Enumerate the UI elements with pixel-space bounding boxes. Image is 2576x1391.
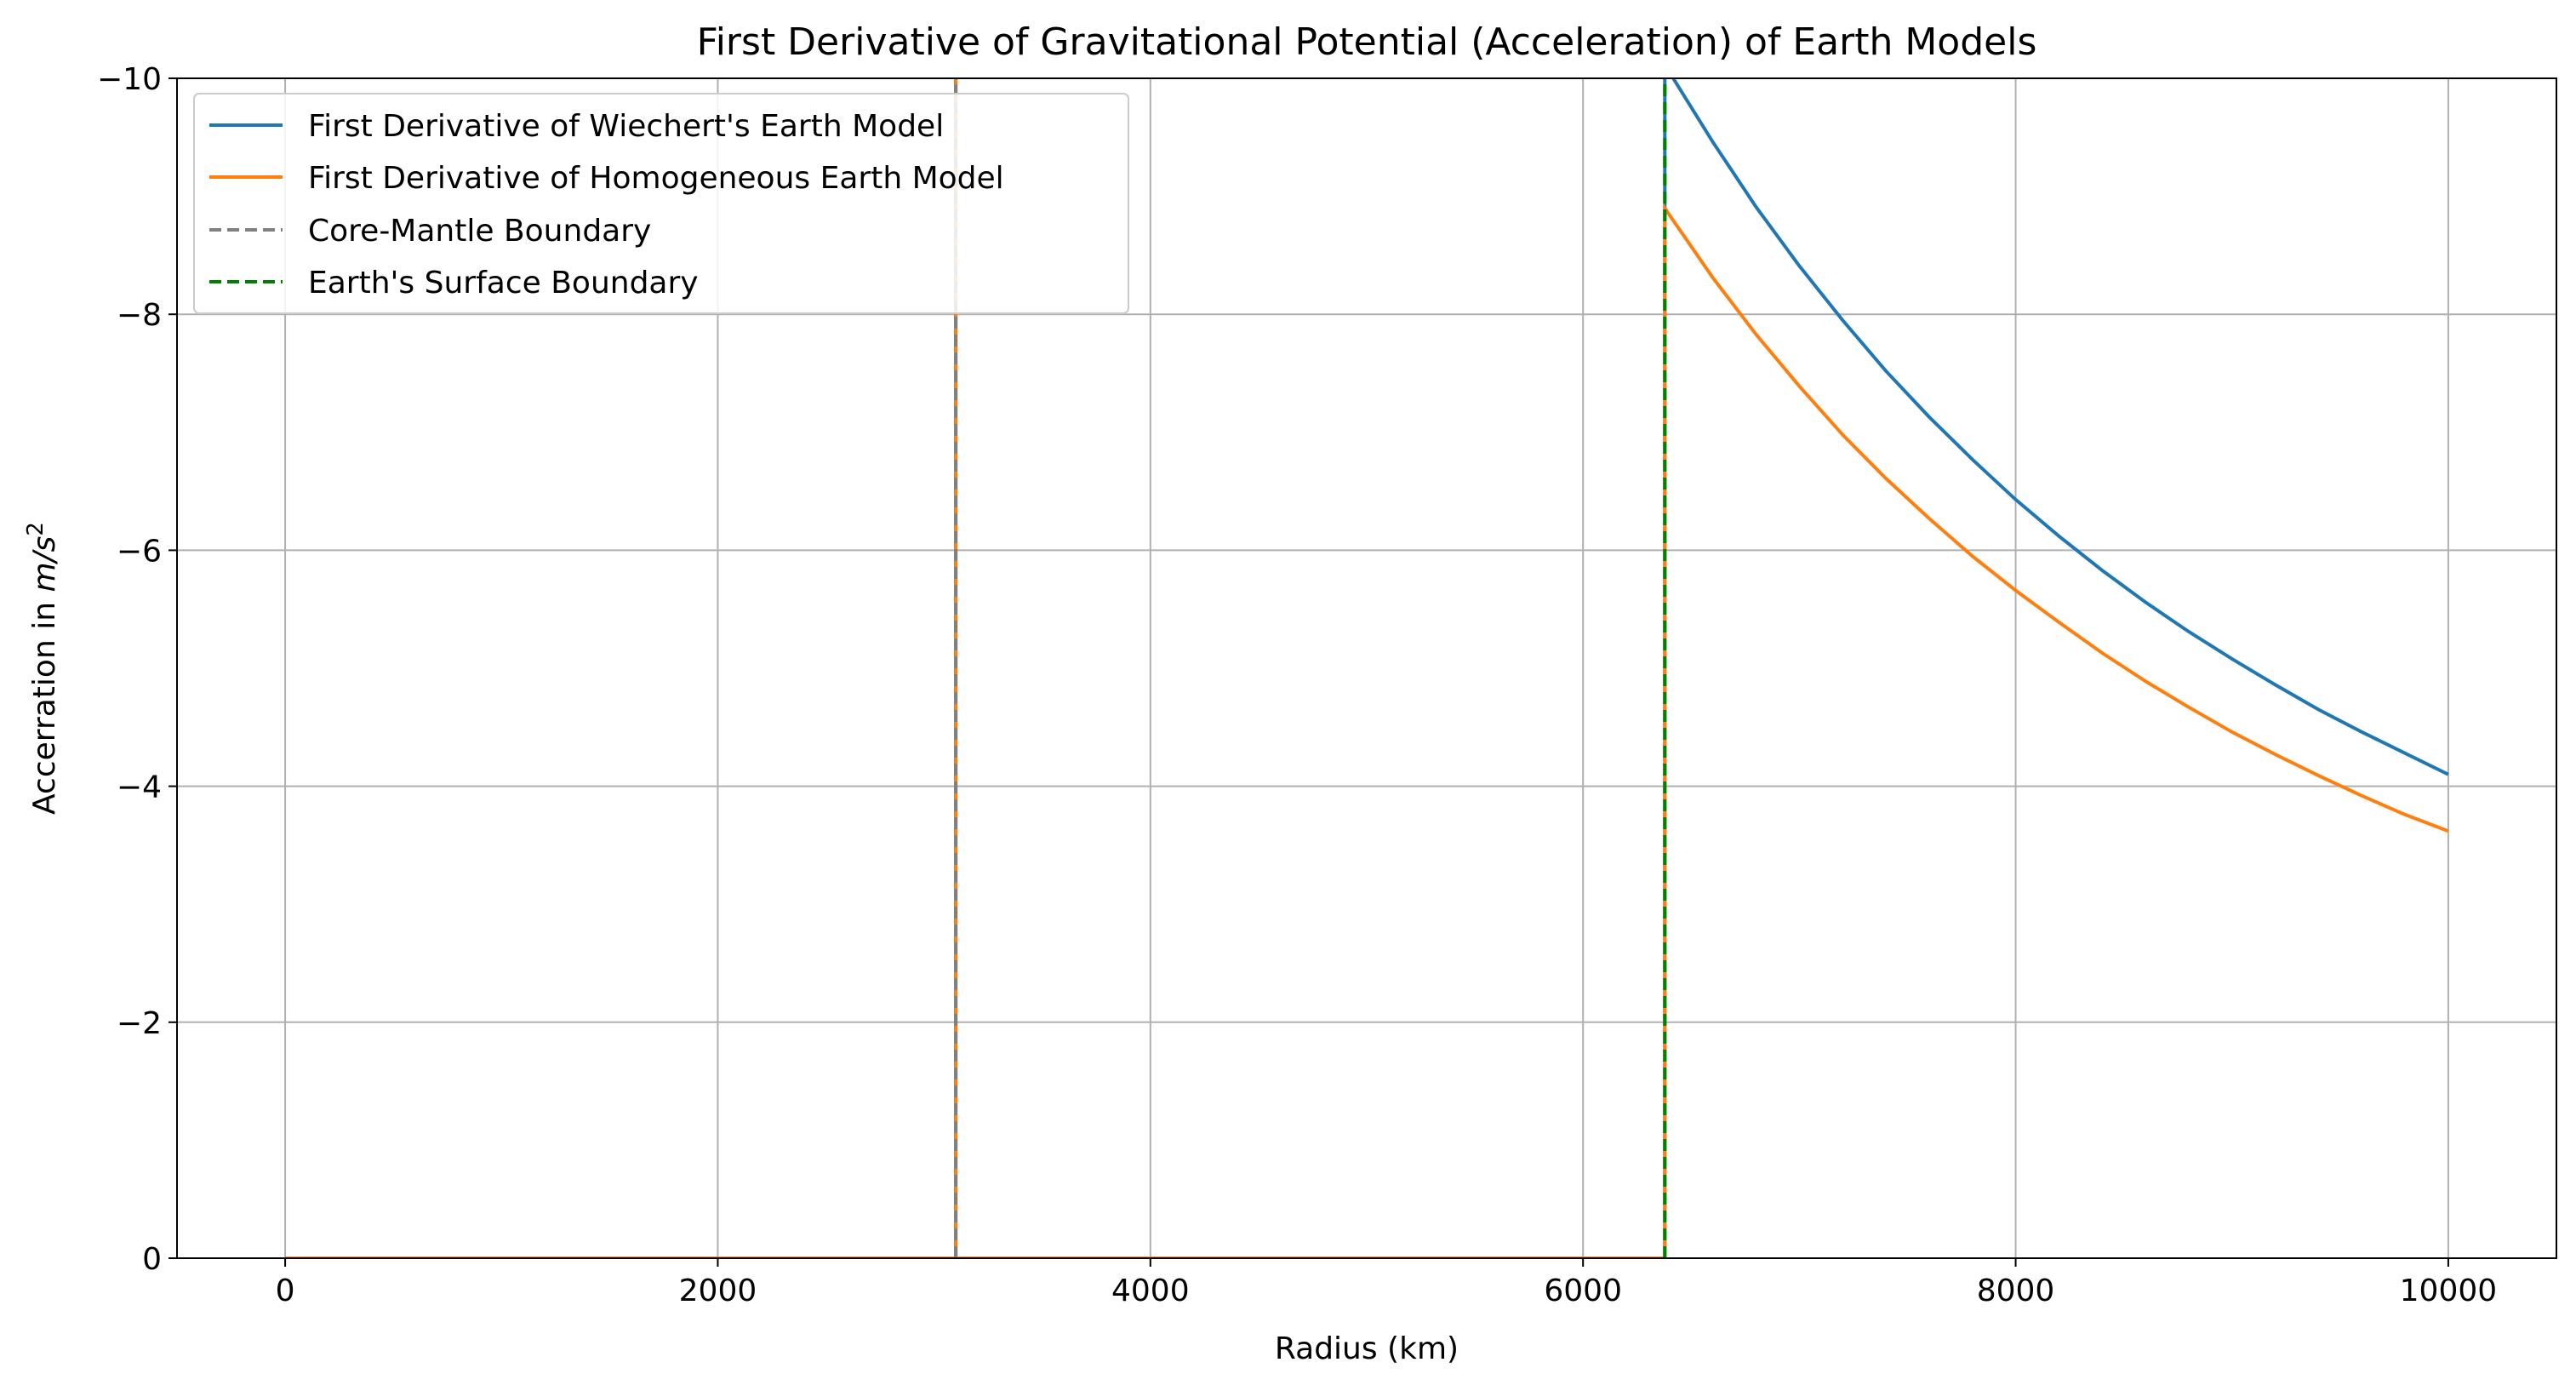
plot-frame [176, 77, 2557, 1259]
y-tick-label: −10 [97, 62, 162, 97]
series-line-homogeneous [285, 78, 2449, 1258]
x-tick-label: 10000 [2400, 1274, 2498, 1308]
x-tick-label: 8000 [1977, 1274, 2055, 1308]
y-axis-ticks: 0 −2 −4 −6 −8 −10 [97, 62, 177, 1277]
legend-label-core-mantle: Core-Mantle Boundary [308, 214, 651, 249]
legend-label-wiechert: First Derivative of Wiechert's Earth Mod… [308, 109, 944, 144]
y-tick-label: −4 [117, 770, 162, 805]
y-axis-label-prefix: Accerration in [27, 592, 62, 815]
series-line-wiechert [285, 78, 2449, 1258]
x-tick-label: 0 [276, 1274, 295, 1308]
x-axis-label: Radius (km) [1275, 1331, 1459, 1366]
x-tick-label: 2000 [679, 1274, 757, 1308]
y-tick-label: −8 [117, 298, 162, 333]
x-axis-ticks: 0 2000 4000 6000 8000 10000 [276, 1258, 2498, 1308]
y-axis-label-exponent: 2 [23, 522, 49, 536]
legend-label-homogeneous: First Derivative of Homogeneous Earth Mo… [308, 161, 1004, 196]
chart-title: First Derivative of Gravitational Potent… [697, 20, 2037, 64]
y-tick-label: −2 [117, 1006, 162, 1041]
y-tick-label: 0 [142, 1242, 162, 1277]
x-tick-label: 4000 [1111, 1274, 1190, 1308]
legend-label-surface: Earth's Surface Boundary [308, 266, 699, 301]
legend: First Derivative of Wiechert's Earth Mod… [193, 93, 1129, 314]
series-layer [285, 78, 2449, 1258]
x-tick-label: 6000 [1544, 1274, 1622, 1308]
y-axis-label-unit: m/s [27, 536, 62, 592]
y-tick-label: −6 [117, 534, 162, 569]
y-axis-label: Accerration in m/s2 [23, 522, 62, 815]
legend-box [193, 93, 1129, 314]
